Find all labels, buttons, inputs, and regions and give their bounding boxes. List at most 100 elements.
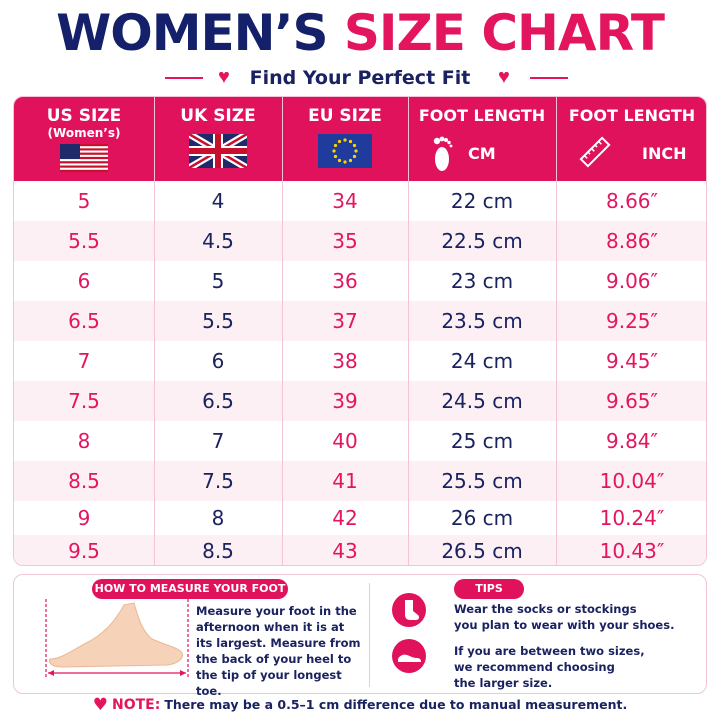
tip-socks: Wear the socks or stockings you plan to … — [454, 601, 704, 633]
sock-icon — [392, 593, 426, 627]
info-panel: HOW TO MEASURE YOUR FOOT Measure your fo… — [13, 574, 707, 698]
cell-us: 8 — [77, 429, 91, 453]
cell-eu: 40 — [332, 429, 358, 453]
measure-line: the back of your heel to — [196, 652, 352, 666]
note-label: NOTE: — [112, 697, 161, 713]
header-foot-length-cm: FOOT LENGTH CM — [408, 97, 556, 181]
cell-uk: 8 — [211, 506, 225, 530]
cell-inch: 10.43″ — [599, 539, 665, 563]
cell-inch: 9.84″ — [605, 429, 658, 453]
tip-line: If you are between two sizes, — [454, 644, 645, 658]
cell-us: 6.5 — [68, 309, 100, 333]
cell-eu: 37 — [332, 309, 358, 333]
cell-uk: 6 — [211, 349, 225, 373]
cell-us: 9.5 — [68, 539, 100, 563]
header-label: EU SIZE — [308, 106, 382, 126]
size-table: US SIZE (Women’s) UK SIZE — [13, 96, 707, 566]
cell-eu: 36 — [332, 269, 358, 293]
cell-cm: 22.5 cm — [441, 229, 523, 253]
tip-line: you plan to wear with your shoes. — [454, 618, 675, 632]
heart-icon: ♥ — [498, 66, 510, 88]
cell-us: 5 — [77, 189, 91, 213]
cell-eu: 41 — [332, 469, 358, 493]
cell-inch: 9.06″ — [605, 269, 658, 293]
cell-eu: 35 — [332, 229, 358, 253]
tip-between-sizes: If you are between two sizes, we recomme… — [454, 643, 704, 691]
header-eu-size: EU SIZE — [282, 97, 408, 181]
cell-cm: 25.5 cm — [441, 469, 523, 493]
cell-uk: 5 — [211, 269, 225, 293]
foot-measure-illustration — [45, 599, 189, 679]
us-flag-icon — [60, 144, 108, 172]
header-sublabel: (Women’s) — [47, 126, 121, 140]
cell-us: 5.5 — [68, 229, 100, 253]
cell-eu: 42 — [332, 506, 358, 530]
panel-divider — [369, 583, 370, 687]
title-part-1: WOMEN’S — [56, 4, 328, 62]
header-foot-length-inch: FOOT LENGTH INCH — [556, 97, 706, 181]
measure-heading: HOW TO MEASURE YOUR FOOT — [92, 579, 288, 599]
table-row: 5.5 4.5 35 22.5 cm 8.86″ — [14, 221, 706, 261]
cell-cm: 22 cm — [450, 189, 514, 213]
heart-icon: ♥ — [92, 695, 109, 715]
cell-us: 9 — [77, 506, 91, 530]
measure-line: the tip of your longest toe. — [196, 668, 342, 698]
header-label: FOOT LENGTH — [568, 106, 696, 125]
table-row: 6.5 5.5 37 23.5 cm 9.25″ — [14, 301, 706, 341]
cell-uk: 7.5 — [202, 469, 234, 493]
cell-inch: 9.65″ — [605, 389, 658, 413]
table-row: 7 6 38 24 cm 9.45″ — [14, 341, 706, 381]
tip-line: we recommend choosing — [454, 660, 615, 674]
cell-inch: 8.86″ — [605, 229, 658, 253]
column-divider — [556, 97, 557, 565]
cell-eu: 39 — [332, 389, 358, 413]
cell-eu: 34 — [332, 189, 358, 213]
cell-eu: 38 — [332, 349, 358, 373]
cell-eu: 43 — [332, 539, 358, 563]
ruler-icon — [579, 136, 611, 168]
cell-inch: 9.45″ — [605, 349, 658, 373]
header-unit: INCH — [642, 144, 687, 163]
cell-uk: 4 — [211, 189, 225, 213]
table-row: 8 7 40 25 cm 9.84″ — [14, 421, 706, 461]
title-part-2: SIZE CHART — [343, 4, 665, 62]
page-title: WOMEN’S SIZE CHART — [0, 4, 720, 62]
tip-line: the larger size. — [454, 676, 553, 690]
measure-instructions: Measure your foot in the afternoon when … — [196, 603, 366, 699]
table-row: 8.5 7.5 41 25.5 cm 10.04″ — [14, 461, 706, 501]
left-rule — [165, 77, 203, 79]
note-text: There may be a 0.5–1 cm difference due t… — [164, 697, 628, 712]
cell-uk: 6.5 — [202, 389, 234, 413]
cell-us: 7.5 — [68, 389, 100, 413]
table-row: 6 5 36 23 cm 9.06″ — [14, 261, 706, 301]
cell-cm: 26 cm — [450, 506, 514, 530]
cell-cm: 23 cm — [450, 269, 514, 293]
table-row: 9 8 42 26 cm 10.24″ — [14, 501, 706, 535]
cell-us: 7 — [77, 349, 91, 373]
cell-cm: 26.5 cm — [441, 539, 523, 563]
right-rule — [530, 77, 568, 79]
cell-us: 6 — [77, 269, 91, 293]
column-divider — [408, 97, 409, 565]
cell-us: 8.5 — [68, 469, 100, 493]
header-us-size: US SIZE (Women’s) — [14, 97, 154, 181]
cell-cm: 25 cm — [450, 429, 514, 453]
cell-uk: 8.5 — [202, 539, 234, 563]
measure-line: Measure your foot in the — [196, 604, 357, 618]
cell-uk: 5.5 — [202, 309, 234, 333]
subtitle: Find Your Perfect Fit — [249, 67, 471, 89]
cell-cm: 24.5 cm — [441, 389, 523, 413]
cell-cm: 23.5 cm — [441, 309, 523, 333]
header-label: FOOT LENGTH — [418, 106, 546, 125]
header-label: US SIZE — [46, 106, 122, 126]
cell-cm: 24 cm — [450, 349, 514, 373]
shoe-icon — [392, 639, 426, 673]
measure-line: its largest. Measure from — [196, 636, 361, 650]
measure-line: afternoon when it is at — [196, 620, 345, 634]
heart-icon: ♥ — [218, 66, 230, 88]
column-divider — [282, 97, 283, 565]
cell-uk: 4.5 — [202, 229, 234, 253]
cell-uk: 7 — [211, 429, 225, 453]
column-divider — [154, 97, 155, 565]
cell-inch: 9.25″ — [605, 309, 658, 333]
